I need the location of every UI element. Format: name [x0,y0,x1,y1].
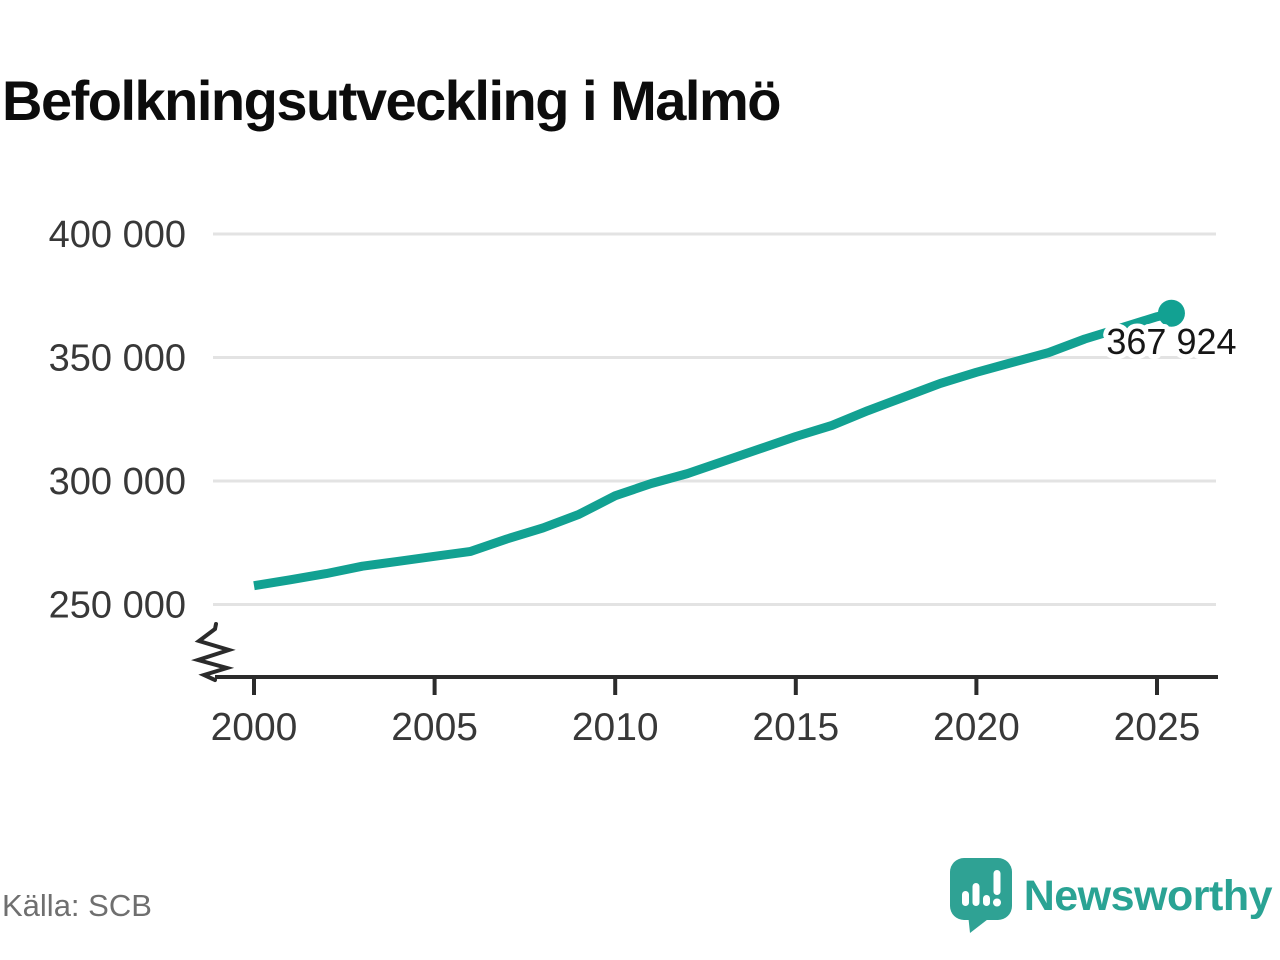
y-axis-tick-label: 300 000 [49,461,186,503]
data-series-group: 367 924 [253,299,1242,591]
axis-break-icon [191,622,236,682]
x-axis-tick-label: 2005 [391,706,478,749]
axes-group: 2000 2005 2010 2015 2020 2025 [191,622,1218,749]
brand-name: Newsworthy [1023,872,1273,920]
y-axis-tick-label: 250 000 [49,585,186,627]
x-axis-tick-label: 2000 [211,706,298,749]
x-axis-tick-label: 2015 [752,706,839,749]
page-title: Befolkningsutveckling i Malmö [2,68,781,132]
end-point-dot [1157,299,1185,327]
x-axis-tick-label: 2025 [1114,706,1201,749]
source-caption: Källa: SCB [2,888,152,923]
x-axis-tick-label: 2020 [933,706,1020,749]
y-axis-tick-label: 400 000 [49,214,186,256]
x-axis-tick-label: 2010 [572,706,659,749]
end-value-label: 367 924 [1106,321,1236,362]
y-axis-tick-label: 350 000 [49,338,186,380]
population-line [253,308,1173,591]
newsworthy-logo-icon [949,858,1012,933]
brand-logo: Newsworthy [949,858,1273,934]
gridlines-group: 400 000 350 000 300 000 250 000 [49,214,1216,627]
